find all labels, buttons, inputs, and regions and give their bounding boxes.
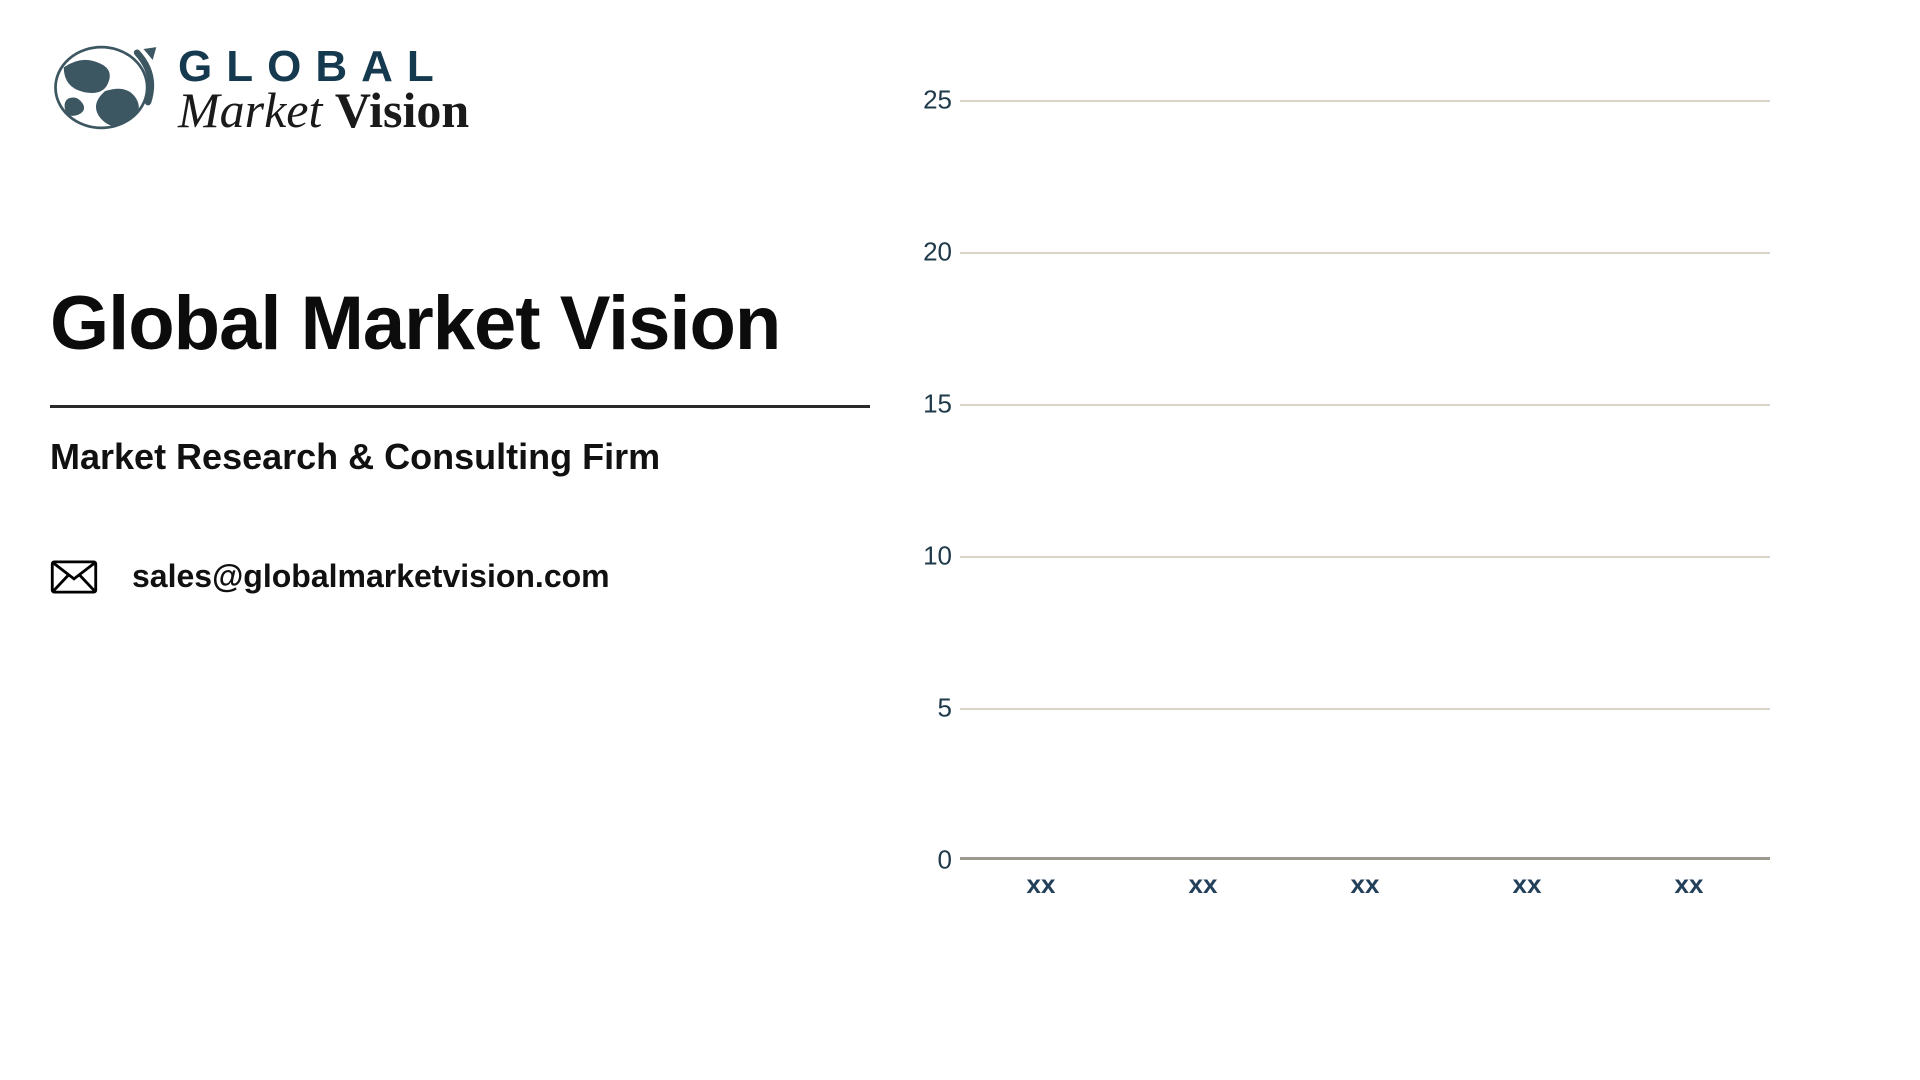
page-title: Global Market Vision [50, 280, 890, 367]
chart-x-tick-label: xx [1513, 869, 1542, 900]
contact-email: sales@globalmarketvision.com [132, 558, 610, 595]
chart-y-tick-label: 25 [912, 85, 952, 116]
globe-icon [50, 40, 160, 140]
chart-y-tick-label: 10 [912, 541, 952, 572]
chart-x-labels: xx xx xx xx xx [960, 869, 1770, 900]
chart-plot-area: 0510152025 [960, 100, 1770, 860]
chart-y-tick-label: 0 [912, 845, 952, 876]
chart-gridline [960, 556, 1770, 558]
page: GLOBAL Market Vision Global Market Visio… [0, 0, 1920, 1080]
chart-gridline [960, 404, 1770, 406]
chart-gridline [960, 708, 1770, 710]
chart-x-tick-label: xx [1351, 869, 1380, 900]
logo-bottom-text: Market Vision [178, 85, 469, 135]
chart-x-tick-label: xx [1027, 869, 1056, 900]
chart-y-tick-label: 20 [912, 237, 952, 268]
chart-bar-groups [960, 100, 1770, 860]
mail-icon [50, 560, 98, 594]
contact-row: sales@globalmarketvision.com [50, 558, 890, 595]
bar-chart: 0510152025 xxxxxxxxxx [900, 80, 1780, 930]
title-divider [50, 405, 870, 408]
left-panel: GLOBAL Market Vision Global Market Visio… [50, 40, 890, 1040]
chart-gridline [960, 100, 1770, 102]
logo-bottom-right: Vision [335, 82, 469, 138]
chart-gridline [960, 252, 1770, 254]
chart-x-tick-label: xx [1675, 869, 1704, 900]
logo-bottom-left: Market [178, 82, 322, 138]
chart-baseline [960, 857, 1770, 860]
chart-y-tick-label: 15 [912, 389, 952, 420]
logo-text: GLOBAL Market Vision [178, 45, 469, 135]
page-subtitle: Market Research & Consulting Firm [50, 436, 890, 478]
chart-y-tick-label: 5 [912, 693, 952, 724]
globe-shape [56, 47, 157, 128]
chart-x-tick-label: xx [1189, 869, 1218, 900]
right-panel: 0510152025 xxxxxxxxxx [890, 40, 1870, 1040]
brand-logo: GLOBAL Market Vision [50, 40, 890, 140]
